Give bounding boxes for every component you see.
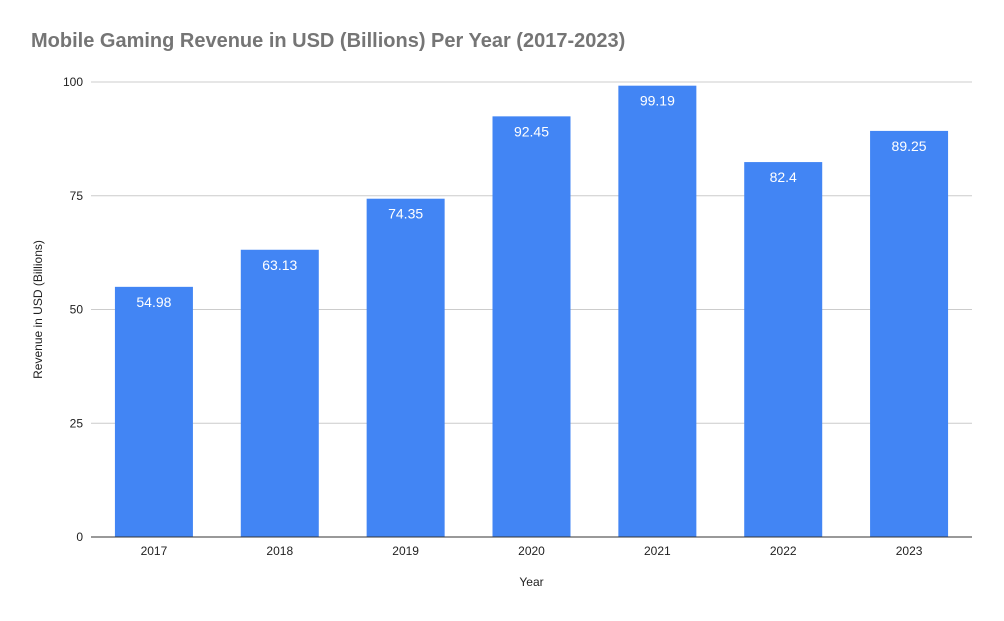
data-label: 63.13 <box>262 257 297 273</box>
bar-2019 <box>366 198 445 537</box>
x-tick-label: 2017 <box>141 544 168 558</box>
y-tick-label: 50 <box>70 303 84 317</box>
y-axis-ticks: 0 25 50 75 100 <box>63 75 83 544</box>
bar-2022 <box>744 162 823 537</box>
x-tick-label: 2020 <box>518 544 545 558</box>
y-tick-label: 0 <box>76 530 83 544</box>
data-label: 74.35 <box>388 206 423 222</box>
bar-2020 <box>492 116 571 537</box>
data-label: 92.45 <box>514 123 549 139</box>
bar-2018 <box>240 249 319 538</box>
x-tick-label: 2018 <box>266 544 293 558</box>
x-axis-title: Year <box>519 575 543 589</box>
data-label: 54.98 <box>136 294 171 310</box>
bars <box>114 85 949 538</box>
data-label: 99.19 <box>640 93 675 109</box>
x-tick-label: 2021 <box>644 544 671 558</box>
x-tick-label: 2019 <box>392 544 419 558</box>
y-tick-label: 25 <box>70 416 84 430</box>
y-axis-title: Revenue in USD (Billions) <box>31 240 45 379</box>
bar-2017 <box>114 286 193 537</box>
bar-2023 <box>870 130 949 537</box>
x-tick-label: 2023 <box>896 544 923 558</box>
x-tick-label: 2022 <box>770 544 797 558</box>
data-label: 82.4 <box>770 169 797 185</box>
chart-title: Mobile Gaming Revenue in USD (Billions) … <box>31 30 626 52</box>
y-tick-label: 100 <box>63 75 83 89</box>
x-axis-ticks: 2017 2018 2019 2020 2021 2022 2023 <box>141 544 923 558</box>
y-tick-label: 75 <box>70 189 84 203</box>
data-label: 89.25 <box>892 138 927 154</box>
data-labels: 54.98 63.13 74.35 92.45 99.19 82.4 89.25 <box>136 93 926 310</box>
bar-2021 <box>618 85 697 538</box>
